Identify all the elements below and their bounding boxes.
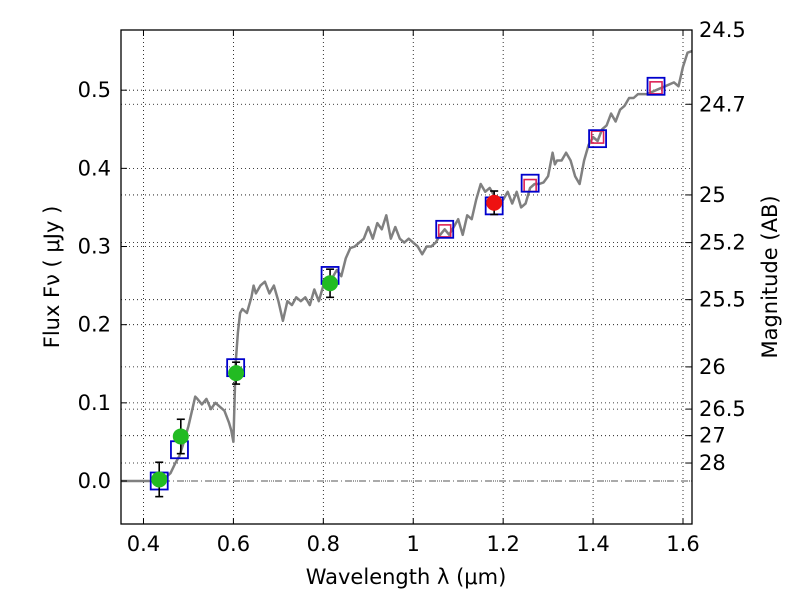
magnitude-tick-label: 24.7 — [699, 92, 746, 116]
upper-limit-marker — [649, 81, 663, 95]
plot-frame — [120, 29, 693, 525]
observed-point — [322, 275, 339, 292]
magnitude-tick-label: 25.5 — [699, 288, 746, 312]
observed-points — [151, 190, 503, 498]
y-tick-label: 0.0 — [78, 469, 111, 493]
y-tick-label: 0.3 — [78, 235, 111, 259]
magnitude-tick-label: 27 — [699, 424, 726, 448]
observed-point — [151, 471, 168, 488]
model-flux-marker — [435, 219, 455, 239]
model-flux-marker — [520, 173, 540, 193]
detected-point — [486, 194, 503, 211]
upper-limit-marker — [437, 224, 452, 238]
x-axis-label: Wavelength λ (μm) — [306, 565, 507, 589]
x-tick-label: 1 — [407, 532, 420, 556]
y-tick-label: 0.2 — [78, 313, 111, 337]
observed-point — [228, 365, 245, 382]
upper-limit-markers — [437, 81, 663, 238]
magnitude-tick-label: 26 — [699, 355, 726, 379]
x-tick-label: 1.2 — [486, 532, 519, 556]
magnitude-tick-label: 28 — [699, 451, 726, 475]
y-tick-label: 0.1 — [78, 391, 111, 415]
observed-point — [172, 428, 189, 445]
magnitude-tick-label: 26.5 — [699, 397, 746, 421]
y-axis-label: Flux Fν ( μJy ) — [40, 206, 64, 349]
model-flux-marker — [588, 129, 607, 149]
magnitude-tick-label: 25 — [699, 183, 726, 207]
right-axis-label: Magnitude (AB) — [758, 195, 782, 358]
model-flux-marker — [646, 76, 666, 96]
magnitude-tick-label: 25.2 — [699, 231, 746, 255]
x-tick-label: 0.8 — [307, 532, 340, 556]
y-tick-label: 0.4 — [78, 156, 111, 180]
x-tick-label: 1.6 — [666, 532, 699, 556]
x-tick-label: 0.6 — [217, 532, 250, 556]
x-tick-label: 0.4 — [127, 532, 160, 556]
x-tick-label: 1.4 — [576, 532, 609, 556]
upper-limit-marker — [590, 130, 605, 144]
sed-template-line — [121, 49, 693, 483]
model-flux-markers — [149, 76, 666, 491]
magnitude-tick-label: 24.5 — [699, 18, 746, 42]
axis-ticks: 0.4 0.6 0.8 1 1.2 1.4 1.6 0.0 0.1 0.2 0.3 0.4 0.5 24.… — [78, 18, 746, 556]
grid-lines — [121, 29, 692, 524]
y-tick-label: 0.5 — [78, 78, 111, 102]
